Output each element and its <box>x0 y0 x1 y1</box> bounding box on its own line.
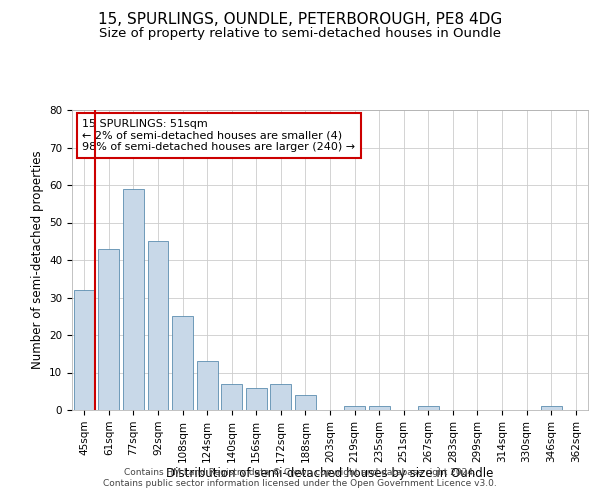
Y-axis label: Number of semi-detached properties: Number of semi-detached properties <box>31 150 44 370</box>
Bar <box>246 388 267 410</box>
Bar <box>271 384 292 410</box>
Text: 15 SPURLINGS: 51sqm
← 2% of semi-detached houses are smaller (4)
98% of semi-det: 15 SPURLINGS: 51sqm ← 2% of semi-detache… <box>82 119 355 152</box>
Bar <box>541 406 562 410</box>
Text: Contains HM Land Registry data © Crown copyright and database right 2024.
Contai: Contains HM Land Registry data © Crown c… <box>103 468 497 487</box>
Bar <box>172 316 193 410</box>
Bar <box>123 188 144 410</box>
Bar <box>98 248 119 410</box>
Bar <box>344 406 365 410</box>
Text: 15, SPURLINGS, OUNDLE, PETERBOROUGH, PE8 4DG: 15, SPURLINGS, OUNDLE, PETERBOROUGH, PE8… <box>98 12 502 28</box>
Bar <box>221 384 242 410</box>
Bar <box>295 395 316 410</box>
Bar <box>197 361 218 410</box>
Bar <box>148 242 169 410</box>
Bar <box>418 406 439 410</box>
X-axis label: Distribution of semi-detached houses by size in Oundle: Distribution of semi-detached houses by … <box>166 468 494 480</box>
Bar <box>368 406 389 410</box>
Text: Size of property relative to semi-detached houses in Oundle: Size of property relative to semi-detach… <box>99 28 501 40</box>
Bar <box>74 290 95 410</box>
